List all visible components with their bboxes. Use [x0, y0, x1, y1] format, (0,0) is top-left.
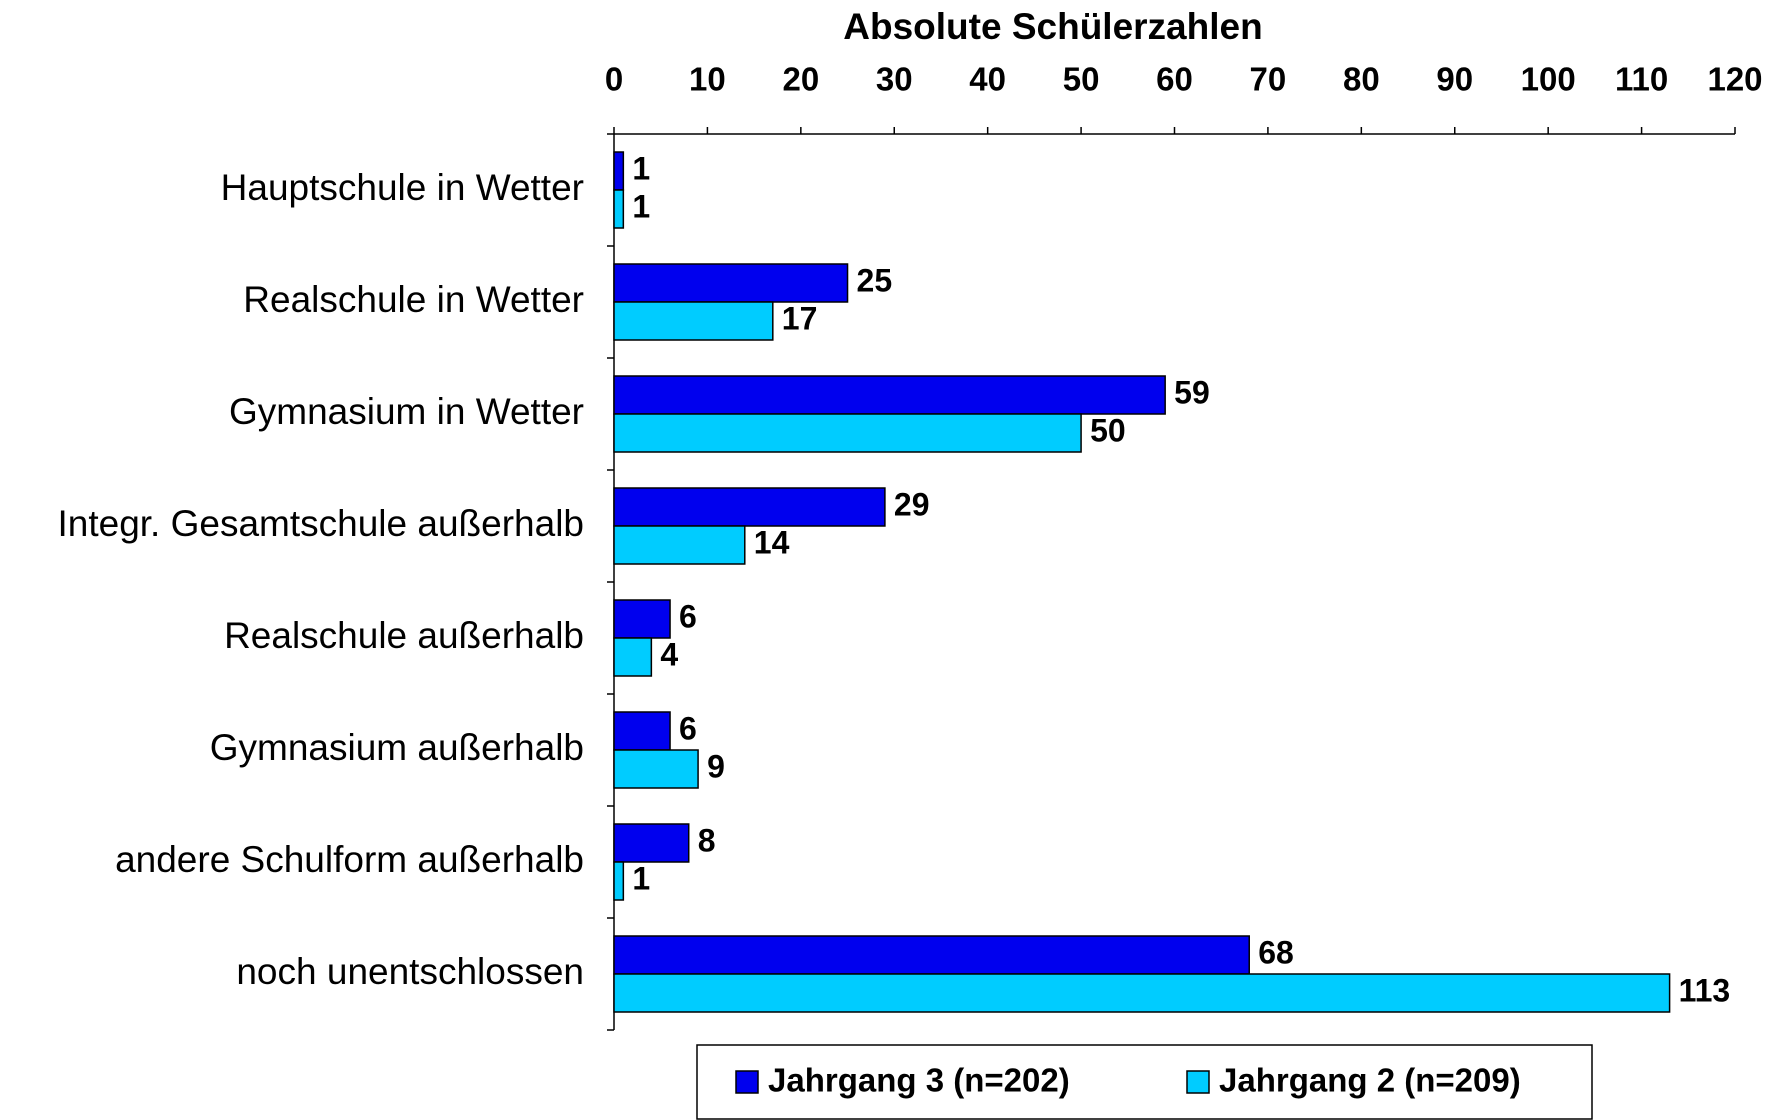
- legend-box: [696, 1044, 1593, 1120]
- data-label: 6: [679, 598, 697, 634]
- y-tick-label: noch unentschlossen: [236, 951, 584, 992]
- data-label: 4: [660, 636, 678, 672]
- data-label: 8: [698, 822, 716, 858]
- legend-swatch: [1186, 1070, 1210, 1094]
- x-tick-label: 30: [876, 61, 913, 98]
- data-label: 6: [679, 710, 697, 746]
- bar: [613, 413, 1082, 453]
- data-label: 9: [707, 748, 725, 784]
- x-tick-label: 70: [1250, 61, 1287, 98]
- y-tick-label: Gymnasium außerhalb: [210, 727, 584, 768]
- x-tick-label: 40: [969, 61, 1006, 98]
- x-tick-label: 50: [1063, 61, 1100, 98]
- bar: [613, 189, 625, 229]
- bar: [613, 375, 1166, 415]
- x-tick-label: 100: [1521, 61, 1576, 98]
- legend-label: Jahrgang 3 (n=202): [768, 1062, 1070, 1099]
- bar: [613, 599, 671, 639]
- data-label: 17: [782, 300, 818, 336]
- y-tick-label: andere Schulform außerhalb: [115, 839, 584, 880]
- bar: [613, 749, 699, 789]
- bar: [613, 151, 625, 191]
- legend-label: Jahrgang 2 (n=209): [1219, 1062, 1521, 1099]
- y-tick-label: Realschule außerhalb: [224, 615, 584, 656]
- x-tick-label: 90: [1436, 61, 1473, 98]
- data-label: 59: [1174, 374, 1210, 410]
- data-label: 1: [632, 860, 650, 896]
- data-label: 14: [754, 524, 790, 560]
- data-label: 68: [1258, 934, 1294, 970]
- data-label: 50: [1090, 412, 1126, 448]
- bar: [613, 487, 886, 527]
- y-tick-label: Hauptschule in Wetter: [221, 167, 584, 208]
- chart-title: Absolute Schülerzahlen: [843, 6, 1262, 47]
- x-tick-label: 60: [1156, 61, 1193, 98]
- bar: [613, 935, 1250, 975]
- y-tick-label: Integr. Gesamtschule außerhalb: [57, 503, 584, 544]
- bar: [613, 973, 1671, 1013]
- x-tick-label: 110: [1615, 61, 1668, 98]
- data-label: 29: [894, 486, 930, 522]
- x-tick-label: 80: [1343, 61, 1380, 98]
- bar: [613, 823, 690, 863]
- bar: [613, 711, 671, 751]
- bar: [613, 637, 653, 677]
- y-tick-label: Realschule in Wetter: [243, 279, 584, 320]
- bar: [613, 525, 746, 565]
- y-tick-label: Gymnasium in Wetter: [229, 391, 584, 432]
- x-tick-label: 120: [1707, 61, 1762, 98]
- data-label: 113: [1679, 972, 1731, 1008]
- legend-swatch: [735, 1070, 759, 1094]
- data-label: 25: [857, 262, 893, 298]
- x-tick-label: 20: [782, 61, 819, 98]
- data-label: 1: [632, 188, 650, 224]
- bar: [613, 263, 849, 303]
- bar: [613, 301, 774, 341]
- x-tick-label: 10: [689, 61, 726, 98]
- data-label: 1: [632, 150, 650, 186]
- bar: [613, 861, 625, 901]
- x-tick-label: 0: [605, 61, 623, 98]
